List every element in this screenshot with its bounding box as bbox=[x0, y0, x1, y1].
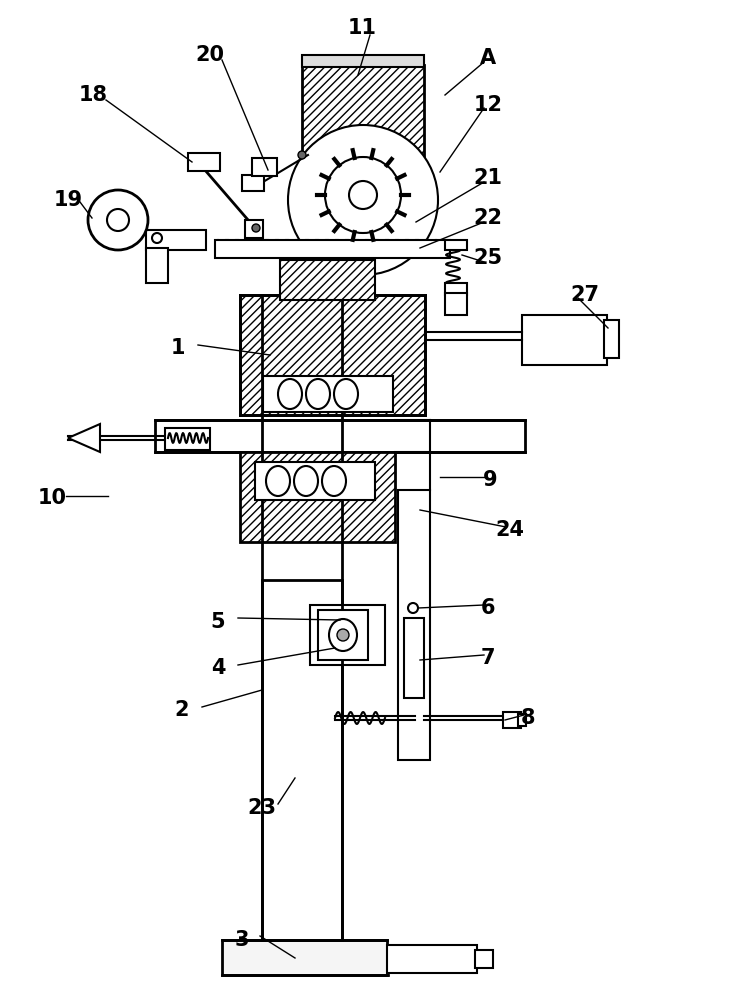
Bar bbox=[222, 940, 387, 975]
Bar bbox=[146, 230, 206, 250]
Ellipse shape bbox=[334, 379, 358, 409]
Bar bbox=[242, 175, 264, 191]
Circle shape bbox=[408, 603, 418, 613]
Text: 8: 8 bbox=[520, 708, 536, 728]
Text: 25: 25 bbox=[473, 248, 502, 268]
Bar bbox=[240, 452, 395, 542]
Bar bbox=[503, 712, 521, 728]
Text: 9: 9 bbox=[483, 470, 497, 490]
Bar bbox=[387, 945, 477, 973]
Bar bbox=[445, 240, 467, 250]
Text: 21: 21 bbox=[473, 168, 502, 188]
Polygon shape bbox=[68, 424, 100, 452]
Bar bbox=[155, 420, 525, 452]
Text: 20: 20 bbox=[196, 45, 224, 65]
Text: 19: 19 bbox=[53, 190, 82, 210]
Bar bbox=[445, 293, 467, 315]
Bar bbox=[445, 283, 467, 295]
Bar bbox=[522, 315, 607, 365]
Bar bbox=[252, 158, 277, 176]
Ellipse shape bbox=[329, 619, 357, 651]
Bar bbox=[165, 428, 210, 450]
Text: 6: 6 bbox=[481, 598, 495, 618]
Bar bbox=[310, 605, 385, 665]
Text: 7: 7 bbox=[481, 648, 495, 668]
Bar bbox=[262, 580, 342, 940]
Bar bbox=[245, 220, 263, 238]
Bar bbox=[240, 295, 425, 415]
Text: 11: 11 bbox=[347, 18, 376, 38]
Text: 22: 22 bbox=[473, 208, 502, 228]
Circle shape bbox=[252, 224, 260, 232]
Bar bbox=[604, 320, 619, 358]
Bar bbox=[146, 248, 168, 283]
Bar bbox=[188, 153, 220, 171]
Text: 23: 23 bbox=[248, 798, 277, 818]
Bar bbox=[263, 376, 393, 412]
Text: 24: 24 bbox=[496, 520, 524, 540]
Text: 2: 2 bbox=[175, 700, 189, 720]
Circle shape bbox=[298, 151, 306, 159]
Text: 18: 18 bbox=[79, 85, 107, 105]
Text: 27: 27 bbox=[571, 285, 599, 305]
Bar bbox=[255, 462, 375, 500]
Text: 4: 4 bbox=[211, 658, 225, 678]
Bar bbox=[404, 618, 424, 698]
Text: 10: 10 bbox=[38, 488, 67, 508]
Ellipse shape bbox=[294, 466, 318, 496]
Text: 3: 3 bbox=[235, 930, 249, 950]
Ellipse shape bbox=[306, 379, 330, 409]
Ellipse shape bbox=[278, 379, 302, 409]
Text: 5: 5 bbox=[211, 612, 225, 632]
Bar bbox=[518, 714, 526, 726]
Ellipse shape bbox=[266, 466, 290, 496]
Text: 12: 12 bbox=[473, 95, 502, 115]
Bar bbox=[318, 610, 368, 660]
Circle shape bbox=[325, 157, 401, 233]
Text: A: A bbox=[480, 48, 496, 68]
Bar bbox=[398, 490, 430, 760]
Bar bbox=[475, 950, 493, 968]
Ellipse shape bbox=[322, 466, 346, 496]
Text: 1: 1 bbox=[171, 338, 185, 358]
Bar bbox=[280, 260, 375, 300]
Circle shape bbox=[349, 181, 377, 209]
Circle shape bbox=[88, 190, 148, 250]
Circle shape bbox=[337, 629, 349, 641]
Circle shape bbox=[152, 233, 162, 243]
Bar bbox=[215, 240, 450, 258]
Bar bbox=[302, 65, 424, 180]
Bar bbox=[302, 55, 424, 67]
Circle shape bbox=[107, 209, 129, 231]
Circle shape bbox=[288, 125, 438, 275]
